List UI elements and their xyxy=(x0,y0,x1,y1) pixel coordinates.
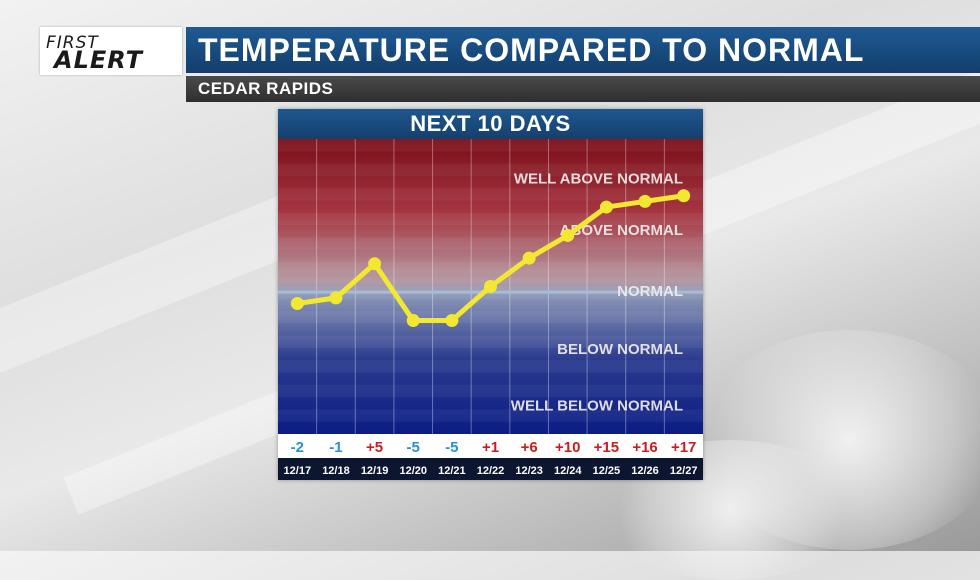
data-point xyxy=(484,280,497,293)
data-label: +1 xyxy=(482,439,499,456)
chart-band xyxy=(278,163,703,176)
data-point xyxy=(368,257,382,271)
zone-label: WELL BELOW NORMAL xyxy=(511,398,683,415)
x-tick-label: 12/17 xyxy=(284,465,312,477)
data-label: +10 xyxy=(555,439,580,456)
page-title: TEMPERATURE COMPARED TO NORMAL xyxy=(186,27,980,73)
x-tick-label: 12/18 xyxy=(322,465,350,477)
x-tick-label: 12/22 xyxy=(477,465,505,477)
data-point xyxy=(406,314,420,328)
data-label: +5 xyxy=(366,439,383,456)
data-point xyxy=(445,314,459,328)
zone-label: WELL ABOVE NORMAL xyxy=(514,171,683,188)
data-point xyxy=(677,189,691,203)
zone-label: BELOW NORMAL xyxy=(557,341,683,358)
chart-band xyxy=(278,139,703,152)
data-label: +6 xyxy=(521,439,538,456)
x-tick-label: 12/21 xyxy=(438,465,466,477)
location-subtitle: CEDAR RAPIDS xyxy=(186,76,980,102)
data-label: -2 xyxy=(291,439,304,456)
chart-band xyxy=(278,237,703,250)
data-point xyxy=(522,251,536,265)
chart-band xyxy=(278,335,703,348)
date-row xyxy=(278,458,703,480)
x-tick-label: 12/19 xyxy=(361,465,389,477)
temperature-chart: WELL ABOVE NORMAL ABOVE NORMAL NORMAL BELOW… xyxy=(278,139,703,480)
chart-band xyxy=(278,384,703,398)
logo-line-1: FIRST xyxy=(46,33,99,53)
data-label: +15 xyxy=(594,439,619,456)
first-alert-logo: FIRST ALERT xyxy=(40,27,182,75)
data-point xyxy=(290,297,304,311)
value-label-row xyxy=(278,434,703,458)
data-label: -1 xyxy=(329,439,342,456)
x-tick-label: 12/25 xyxy=(593,465,621,477)
zone-label: ABOVE NORMAL xyxy=(560,222,683,239)
chart-band xyxy=(278,311,703,324)
chart-band xyxy=(278,409,703,422)
chart-title: NEXT 10 DAYS xyxy=(278,109,703,139)
chart-panel: WELL ABOVE NORMAL ABOVE NORMAL NORMAL BELOW… xyxy=(278,109,703,480)
data-label: -5 xyxy=(407,439,420,456)
data-point xyxy=(599,200,613,214)
x-tick-label: 12/24 xyxy=(554,465,582,477)
x-tick-label: 12/26 xyxy=(631,465,659,477)
data-label: +17 xyxy=(671,439,696,456)
data-point xyxy=(638,194,652,208)
chart-band xyxy=(278,261,703,275)
x-tick-label: 12/27 xyxy=(670,465,698,477)
chart-band xyxy=(278,188,703,201)
data-point xyxy=(561,228,575,242)
logo-line-2: ALERT xyxy=(54,46,144,74)
chart-band xyxy=(278,360,703,373)
data-point xyxy=(329,291,343,305)
x-tick-label: 12/23 xyxy=(515,465,543,477)
zone-label: NORMAL xyxy=(617,283,683,300)
data-label: -5 xyxy=(445,439,458,456)
data-label: +16 xyxy=(632,439,657,456)
x-tick-label: 12/20 xyxy=(399,465,427,477)
